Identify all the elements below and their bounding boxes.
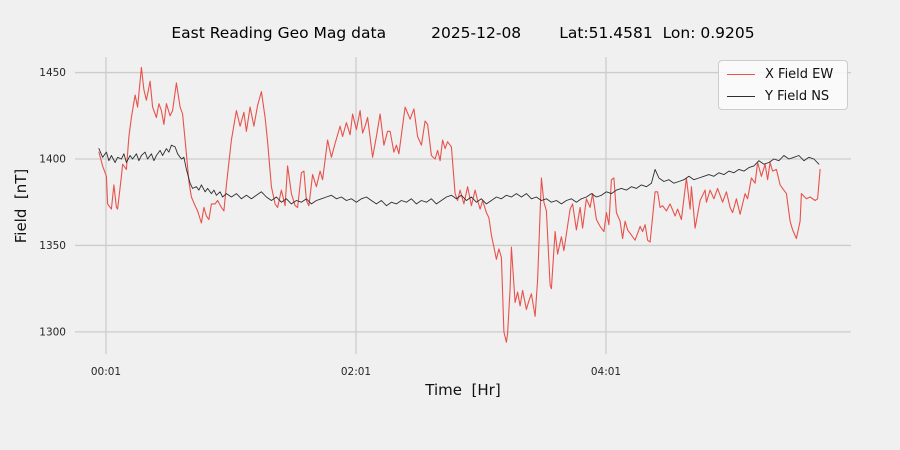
- series-line-y-field-ns: [98, 144, 820, 207]
- y-tick-label: 1400: [39, 153, 66, 165]
- chart-title-coordinates: Lat:51.4581 Lon: 0.9205: [559, 24, 755, 42]
- legend: X Field EW Y Field NS: [718, 60, 848, 110]
- x-tick-label: 02:01: [341, 366, 371, 378]
- series-line-x-field-ew: [98, 66, 821, 343]
- legend-item-x-field-ew: X Field EW: [727, 66, 839, 82]
- chart-title-date: 2025-12-08: [431, 24, 522, 42]
- legend-item-y-field-ns: Y Field NS: [727, 88, 839, 104]
- y-tick-label: 1300: [39, 326, 66, 338]
- legend-line-swatch-black: [727, 95, 755, 97]
- y-tick-label: 1450: [39, 67, 66, 79]
- x-tick-label: 00:01: [91, 366, 121, 378]
- y-axis-label: Field [nT]: [12, 168, 30, 244]
- legend-label: X Field EW: [765, 66, 834, 82]
- x-tick-label: 04:01: [591, 366, 621, 378]
- y-tick-label: 1350: [39, 240, 66, 252]
- chart-title: East Reading Geo Mag data 2025-12-08 Lat…: [75, 24, 851, 42]
- chart-title-main: East Reading Geo Mag data: [171, 24, 387, 42]
- legend-line-swatch-red: [727, 73, 755, 75]
- legend-label: Y Field NS: [765, 88, 830, 104]
- x-axis-label: Time [Hr]: [425, 381, 501, 399]
